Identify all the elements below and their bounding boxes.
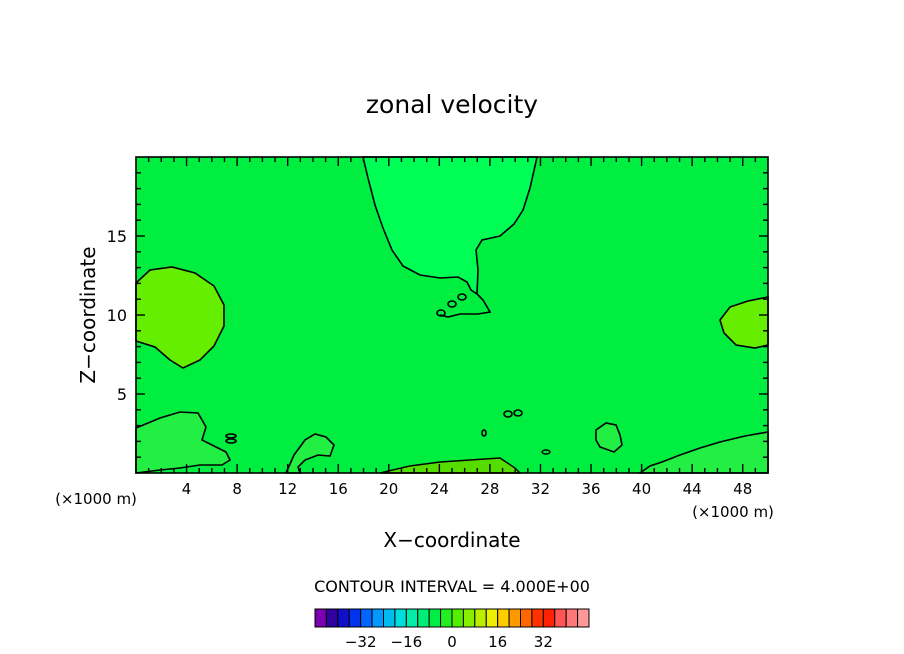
loop-bottom-31 — [513, 409, 523, 417]
axis-ticks — [136, 157, 768, 473]
x-tick-label: 24 — [430, 480, 449, 498]
colorbar-cell — [360, 608, 373, 628]
colorbar-label: −32 — [345, 633, 377, 651]
x-tick-label: 4 — [182, 480, 192, 498]
colorbar-cell — [485, 608, 499, 628]
x-tick-label: 32 — [531, 480, 550, 498]
colorbar-cell — [383, 608, 396, 628]
colorbar-cell — [508, 608, 522, 628]
colorbar-cell — [451, 608, 464, 628]
colorbar-cell — [428, 608, 442, 628]
x-tick-labels: 4 8 12 16 20 24 28 32 36 40 44 48 — [182, 480, 752, 498]
region-bottom-mid — [284, 433, 335, 474]
colorbar-labels: −32 −16 0 16 32 — [345, 633, 553, 651]
loop-bottom-27 — [481, 429, 487, 437]
colorbar-cell — [474, 608, 487, 628]
x-tick-label: 44 — [683, 480, 702, 498]
colorbar-cell — [531, 608, 544, 628]
y-tick-label: 5 — [117, 385, 127, 404]
loop-small-1 — [436, 309, 446, 317]
y-tick-label: 10 — [107, 306, 127, 325]
loop-bottom-9b — [225, 438, 237, 444]
colorbar-cell — [440, 608, 453, 628]
colorbar-cell — [325, 608, 339, 628]
contour-fill-regions — [135, 156, 769, 474]
loop-bottom-30 — [503, 410, 513, 418]
x-tick-label: 20 — [379, 480, 398, 498]
region-bottom-center — [379, 457, 522, 474]
x-tick-label: 28 — [480, 480, 499, 498]
colorbar-cell — [520, 608, 533, 628]
colorbar-cell — [554, 608, 567, 628]
x-axis-label: X−coordinate — [383, 528, 520, 552]
colorbar-label: −16 — [391, 633, 423, 651]
colorbar-cell — [371, 608, 385, 628]
colorbar-cell — [314, 608, 327, 628]
chart-title: zonal velocity — [366, 90, 538, 119]
contour-interval-label: CONTOUR INTERVAL = 4.000E+00 — [314, 577, 590, 596]
colorbar-cell — [577, 608, 590, 628]
x-tick-label: 12 — [278, 480, 297, 498]
colorbar-cell — [348, 608, 362, 628]
loop-bottom-32 — [541, 449, 551, 455]
colorbar-label: 0 — [447, 633, 457, 651]
colorbar-cell — [542, 608, 556, 628]
region-upper-center — [361, 156, 539, 296]
y-tick-label: 15 — [107, 227, 127, 246]
x-unit-right: (×1000 m) — [692, 503, 774, 521]
loop-bottom-36 — [595, 422, 623, 453]
x-tick-label: 36 — [581, 480, 600, 498]
x-tick-label: 16 — [329, 480, 348, 498]
x-tick-label: 48 — [733, 480, 752, 498]
colorbar-label: 16 — [488, 633, 507, 651]
region-bottom-right — [637, 431, 769, 474]
loop-upper-a — [439, 293, 492, 318]
colorbar-cell — [417, 608, 430, 628]
loop-bottom-9a — [225, 433, 237, 439]
colorbar-cell — [405, 608, 419, 628]
x-tick-label: 8 — [232, 480, 242, 498]
colorbar-label: 32 — [534, 633, 553, 651]
colorbar — [314, 608, 590, 628]
colorbar-cell — [394, 608, 407, 628]
region-left-mid — [135, 266, 225, 369]
x-unit-left: (×1000 m) — [55, 490, 137, 508]
loop-small-3 — [457, 293, 467, 301]
y-axis-label: Z−coordinate — [76, 246, 100, 383]
x-tick-label: 40 — [632, 480, 651, 498]
colorbar-cell — [497, 608, 510, 628]
loop-small-2 — [447, 300, 457, 308]
colorbar-cell — [462, 608, 476, 628]
colorbar-cell — [565, 608, 579, 628]
colorbar-cell — [337, 608, 350, 628]
y-tick-labels: 5 10 15 — [107, 227, 127, 404]
